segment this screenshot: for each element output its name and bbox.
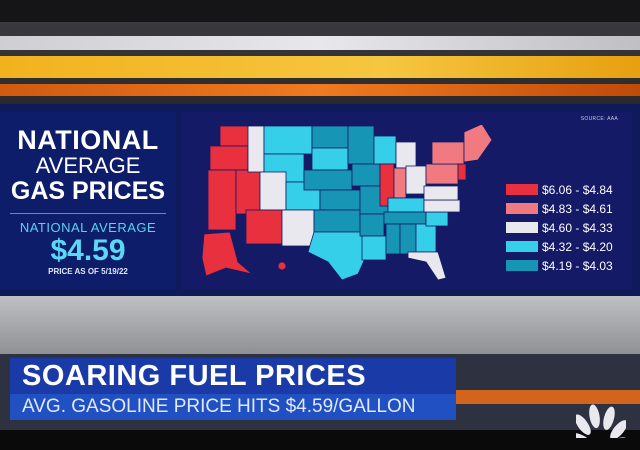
source-label: SOURCE: AAA	[580, 116, 618, 122]
legend-swatch	[506, 222, 538, 233]
legend-label: $4.83 - $4.61	[542, 201, 613, 216]
national-average-price: $4.59	[50, 234, 126, 267]
state-nv	[235, 169, 261, 215]
bottom-band	[0, 430, 640, 450]
state-ga	[415, 223, 437, 253]
state-ca	[207, 169, 237, 231]
state-oh	[405, 165, 427, 195]
state-ny	[431, 141, 465, 165]
state-ky	[387, 197, 425, 213]
state-ms	[385, 223, 401, 255]
state-ok	[313, 209, 361, 233]
state-al	[399, 223, 417, 255]
lower-third-accent	[456, 390, 640, 404]
legend-swatch	[506, 203, 538, 214]
top-dark-band	[0, 0, 640, 22]
legend-item: $4.32 - $4.20	[506, 237, 613, 256]
map-panel: SOURCE: AAA $6.06	[182, 112, 632, 290]
state-ak	[201, 231, 253, 277]
legend-swatch	[506, 184, 538, 195]
ceiling-light-yellow	[0, 56, 640, 78]
state-ar	[359, 213, 385, 237]
title-panel: NATIONAL AVERAGE GAS PRICES NATIONAL AVE…	[0, 112, 176, 290]
state-tx	[307, 231, 369, 281]
state-va	[423, 185, 459, 201]
title-line-1: NATIONAL	[17, 125, 159, 155]
legend-item: $4.19 - $4.03	[506, 256, 613, 275]
title-line-3: GAS PRICES	[10, 177, 166, 205]
legend-label: $4.32 - $4.20	[542, 239, 613, 254]
legend: $6.06 - $4.84 $4.83 - $4.61 $4.60 - $4.3…	[506, 180, 613, 275]
state-nj	[457, 163, 467, 181]
state-nd	[311, 125, 349, 149]
legend-item: $4.60 - $4.33	[506, 218, 613, 237]
state-mi	[395, 141, 417, 169]
studio-floor	[0, 296, 640, 356]
state-sd	[311, 147, 349, 171]
state-ut	[259, 171, 287, 211]
legend-swatch	[506, 260, 538, 271]
legend-label: $6.06 - $4.84	[542, 182, 613, 197]
state-pa	[425, 163, 459, 185]
legend-label: $4.19 - $4.03	[542, 258, 613, 273]
state-wa	[219, 125, 251, 147]
states	[201, 123, 493, 281]
state-new-england	[463, 123, 493, 163]
headline: SOARING FUEL PRICES	[10, 358, 456, 394]
us-map	[201, 123, 493, 281]
state-in	[393, 167, 407, 199]
state-az	[245, 209, 283, 245]
state-tn	[383, 211, 427, 225]
state-id	[247, 125, 265, 173]
state-fl	[407, 251, 447, 281]
legend-item: $6.06 - $4.84	[506, 180, 613, 199]
state-nc	[423, 199, 461, 213]
state-or	[209, 145, 249, 171]
state-la	[361, 235, 387, 261]
state-hi	[277, 261, 287, 271]
state-sc	[425, 211, 449, 227]
state-mn	[347, 125, 375, 165]
state-ks	[319, 189, 361, 211]
subheadline: AVG. GASOLINE PRICE HITS $4.59/GALLON	[10, 394, 456, 420]
title-line-2: AVERAGE	[35, 153, 141, 178]
legend-swatch	[506, 241, 538, 252]
price-date: PRICE AS OF 5/19/22	[48, 267, 128, 276]
divider	[10, 213, 166, 214]
state-ia	[351, 163, 381, 187]
state-wi	[373, 135, 397, 165]
ceiling-light-white	[0, 36, 640, 50]
national-average-label: NATIONAL AVERAGE	[19, 220, 157, 235]
legend-item: $4.83 - $4.61	[506, 199, 613, 218]
legend-label: $4.60 - $4.33	[542, 220, 613, 235]
state-nm	[281, 209, 315, 247]
nbc-peacock-logo	[576, 404, 626, 438]
state-ne	[303, 169, 353, 191]
ceiling-light-orange	[0, 84, 640, 96]
state-mt	[263, 125, 313, 155]
